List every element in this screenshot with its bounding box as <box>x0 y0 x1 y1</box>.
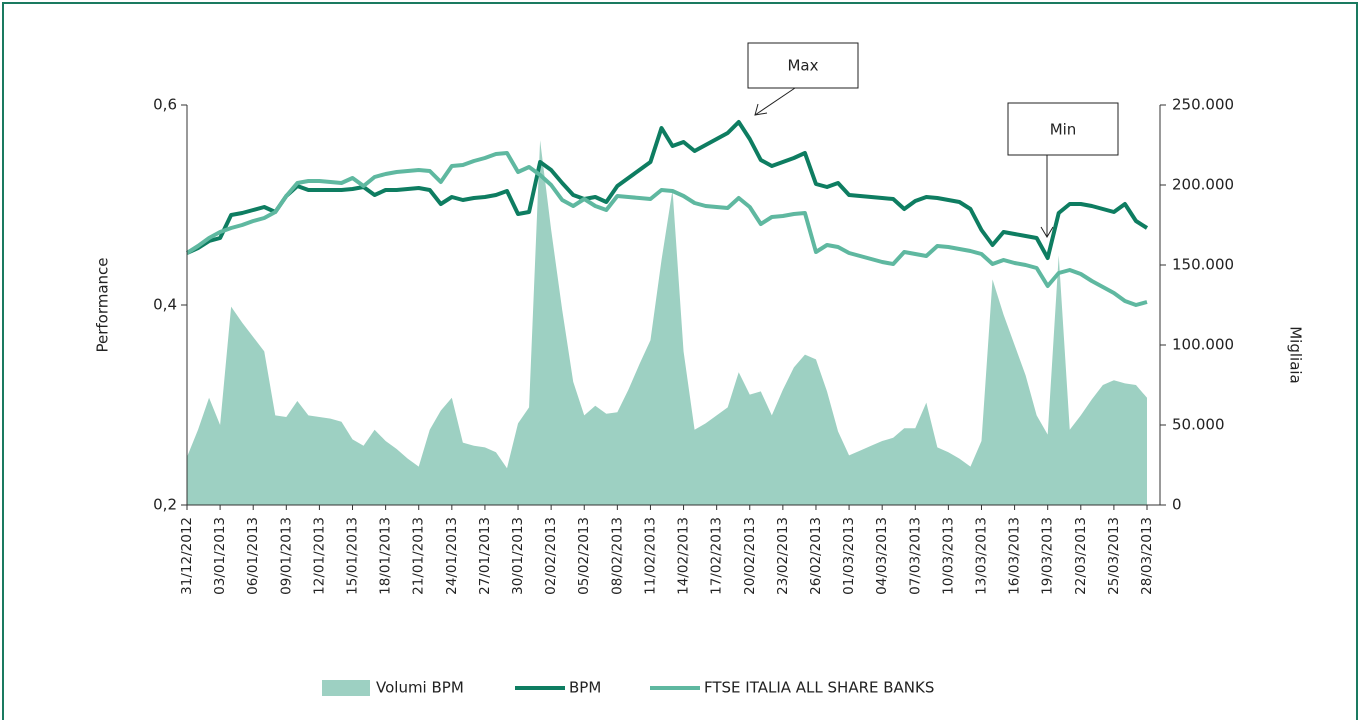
annotation-arrow <box>754 87 796 116</box>
area <box>187 140 1147 505</box>
x-tick-label: 20/02/2013 <box>742 517 758 595</box>
annotation-min: Min <box>1007 102 1119 238</box>
x-tick-label: 07/03/2013 <box>907 517 923 595</box>
x-tick-label: 04/03/2013 <box>874 517 890 595</box>
x-tick-label: 22/03/2013 <box>1073 517 1089 595</box>
y2-tick-label: 100.000 <box>1172 336 1234 354</box>
x-tick-label: 05/02/2013 <box>576 517 592 595</box>
y2-tick-label: 250.000 <box>1172 96 1234 114</box>
x-tick-label: 19/03/2013 <box>1040 517 1056 595</box>
x-tick-label: 02/02/2013 <box>543 517 559 595</box>
y2-tick-label: 0 <box>1172 496 1182 514</box>
x-tick-label: 25/03/2013 <box>1106 517 1122 595</box>
x-tick-label: 16/03/2013 <box>1007 517 1023 595</box>
annotation-text: Max <box>787 57 818 75</box>
x-tick-label: 15/01/2013 <box>345 517 361 595</box>
x-tick-label: 13/03/2013 <box>973 517 989 595</box>
annotation-max: Max <box>747 42 859 116</box>
x-tick-label: 12/01/2013 <box>311 517 327 595</box>
x-tick-label: 28/03/2013 <box>1139 517 1155 595</box>
arrow-head <box>1040 226 1054 238</box>
x-tick-label: 26/02/2013 <box>808 517 824 595</box>
line <box>185 151 1148 307</box>
y-axis-label: Performance <box>94 257 112 352</box>
y2-tick-label: 150.000 <box>1172 256 1234 274</box>
legend-swatch <box>322 680 370 696</box>
x-tick-label: 17/02/2013 <box>709 517 725 595</box>
x-tick-label: 23/02/2013 <box>775 517 791 595</box>
annotation-box <box>1007 102 1119 156</box>
x-tick-label: 10/03/2013 <box>940 517 956 595</box>
x-tick-label: 24/01/2013 <box>444 517 460 595</box>
x-tick-label: 27/01/2013 <box>477 517 493 595</box>
line <box>186 120 1149 260</box>
x-tick-label: 11/02/2013 <box>642 517 658 595</box>
x-tick-label: 14/02/2013 <box>676 517 692 595</box>
x-tick-label: 09/01/2013 <box>278 517 294 595</box>
annotation-box <box>747 42 859 89</box>
x-tick-label: 08/02/2013 <box>609 517 625 595</box>
legend-label: Volumi BPM <box>376 679 464 697</box>
legend-label: BPM <box>569 679 601 697</box>
y-tick-label: 0,6 <box>153 96 177 114</box>
x-tick-label: 03/01/2013 <box>212 517 228 595</box>
y2-tick-label: 200.000 <box>1172 176 1234 194</box>
y2-axis-label: Migliaia <box>1287 326 1305 384</box>
x-tick-label: 31/12/2012 <box>179 517 195 595</box>
x-tick-label: 01/03/2013 <box>841 517 857 595</box>
y-tick-label: 0,4 <box>153 296 177 314</box>
annotation-text: Min <box>1050 121 1077 139</box>
y2-tick-label: 50.000 <box>1172 416 1225 434</box>
x-tick-label: 06/01/2013 <box>245 517 261 595</box>
legend-label: FTSE ITALIA ALL SHARE BANKS <box>704 679 934 697</box>
x-tick-label: 21/01/2013 <box>411 517 427 595</box>
x-tick-label: 18/01/2013 <box>378 517 394 595</box>
x-tick-label: 30/01/2013 <box>510 517 526 595</box>
y-tick-label: 0,2 <box>153 496 177 514</box>
arrow-head <box>754 103 768 116</box>
